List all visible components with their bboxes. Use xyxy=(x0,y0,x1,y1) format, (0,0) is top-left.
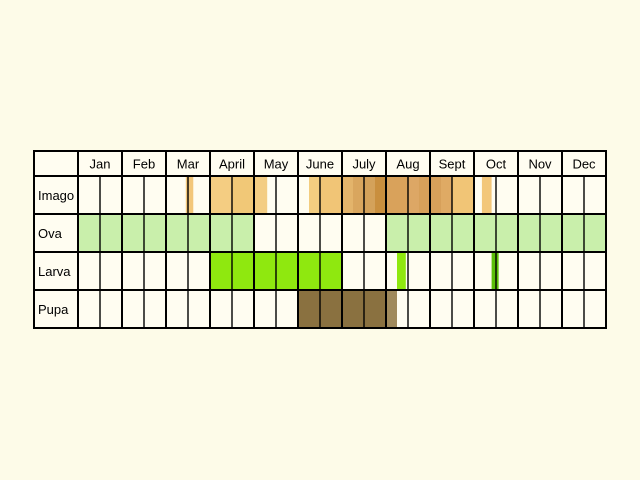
table-border xyxy=(33,150,607,329)
imago-period-bar xyxy=(342,176,353,214)
imago-period-bar xyxy=(408,176,419,214)
month-label: Oct xyxy=(486,157,507,172)
row-label-ova: Ova xyxy=(38,226,63,241)
imago-period-bar xyxy=(375,176,386,214)
month-label: Mar xyxy=(177,157,200,172)
row-label-larva: Larva xyxy=(38,264,71,279)
imago-period-bar xyxy=(232,176,254,214)
imago-period-bar xyxy=(481,176,492,214)
month-label: Feb xyxy=(133,157,155,172)
month-label: Sept xyxy=(439,157,466,172)
row-label-imago: Imago xyxy=(38,188,74,203)
month-label: May xyxy=(264,157,289,172)
month-label: Aug xyxy=(396,157,419,172)
larva-period-bar xyxy=(397,252,406,290)
imago-period-bar xyxy=(185,176,194,214)
month-label: Jan xyxy=(90,157,111,172)
month-label: April xyxy=(219,157,245,172)
month-label: Dec xyxy=(572,157,596,172)
imago-period-bar xyxy=(309,176,320,214)
month-label: June xyxy=(306,157,334,172)
imago-period-bar xyxy=(386,176,408,214)
imago-period-bar xyxy=(452,176,474,214)
imago-period-bar xyxy=(254,176,268,214)
imago-period-bar xyxy=(210,176,232,214)
imago-period-bar xyxy=(441,176,452,214)
row-label-pupa: Pupa xyxy=(38,302,69,317)
imago-period-bar xyxy=(364,176,375,214)
pupa-period-bar xyxy=(386,290,397,328)
larva-period-bar xyxy=(491,252,499,290)
imago-period-bar xyxy=(353,176,364,214)
month-label: Nov xyxy=(528,157,552,172)
month-label: July xyxy=(352,157,376,172)
imago-period-bar xyxy=(320,176,342,214)
